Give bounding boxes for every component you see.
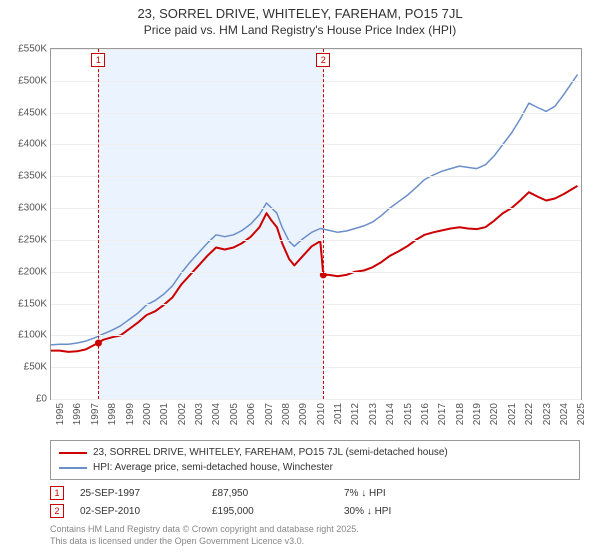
x-axis-label: 2017: [437, 403, 448, 425]
sale-row: 1 25-SEP-1997 £87,950 7% ↓ HPI: [50, 486, 580, 500]
sale-delta: 30% ↓ HPI: [344, 506, 580, 517]
y-axis-label: £550K: [18, 44, 47, 55]
sale-date: 02-SEP-2010: [80, 506, 200, 517]
y-axis-label: £300K: [18, 203, 47, 214]
x-axis-label: 2014: [385, 403, 396, 425]
sale-event-line: [323, 49, 324, 399]
x-axis-label: 2004: [211, 403, 222, 425]
x-axis-label: 2024: [559, 403, 570, 425]
y-axis-label: £350K: [18, 171, 47, 182]
x-axis-label: 2021: [507, 403, 518, 425]
x-axis-label: 2020: [489, 403, 500, 425]
x-axis-label: 2023: [542, 403, 553, 425]
sale-date: 25-SEP-1997: [80, 488, 200, 499]
x-axis-label: 1996: [72, 403, 83, 425]
gridline: [51, 81, 581, 82]
gridline: [51, 272, 581, 273]
plot-area: £0£50K£100K£150K£200K£250K£300K£350K£400…: [50, 48, 582, 400]
x-axis-label: 2011: [333, 403, 344, 425]
x-axis-label: 1995: [55, 403, 66, 425]
x-axis-label: 1999: [125, 403, 136, 425]
y-axis-label: £200K: [18, 266, 47, 277]
x-axis-label: 2013: [368, 403, 379, 425]
x-axis-label: 2001: [159, 403, 170, 425]
sale-price: £87,950: [212, 488, 332, 499]
y-axis-label: £250K: [18, 234, 47, 245]
gridline: [51, 399, 581, 400]
gridline: [51, 49, 581, 50]
x-axis-label: 2005: [229, 403, 240, 425]
chart-footer-block: 23, SORREL DRIVE, WHITELEY, FAREHAM, PO1…: [50, 440, 580, 547]
sale-marker-icon: 2: [316, 53, 330, 67]
x-axis-label: 2002: [177, 403, 188, 425]
gridline: [51, 335, 581, 336]
x-axis-label: 2000: [142, 403, 153, 425]
sale-event-line: [98, 49, 99, 399]
gridline: [51, 367, 581, 368]
x-axis-label: 2009: [298, 403, 309, 425]
x-axis-label: 2012: [350, 403, 361, 425]
legend-label: 23, SORREL DRIVE, WHITELEY, FAREHAM, PO1…: [93, 445, 448, 460]
y-axis-label: £0: [36, 394, 47, 405]
x-axis-label: 2006: [246, 403, 257, 425]
sale-marker-icon: 2: [50, 504, 64, 518]
y-axis-label: £150K: [18, 298, 47, 309]
x-axis-label: 2022: [524, 403, 535, 425]
chart: £0£50K£100K£150K£200K£250K£300K£350K£400…: [50, 48, 580, 398]
x-axis-label: 2015: [403, 403, 414, 425]
x-axis-label: 2010: [316, 403, 327, 425]
gridline: [51, 144, 581, 145]
legend-item: 23, SORREL DRIVE, WHITELEY, FAREHAM, PO1…: [59, 445, 571, 460]
x-axis-label: 2008: [281, 403, 292, 425]
gridline: [51, 240, 581, 241]
chart-lines: [51, 49, 581, 399]
y-axis-label: £100K: [18, 330, 47, 341]
legend-item: HPI: Average price, semi-detached house,…: [59, 460, 571, 475]
gridline: [51, 176, 581, 177]
sale-row: 2 02-SEP-2010 £195,000 30% ↓ HPI: [50, 504, 580, 518]
x-axis-label: 1997: [90, 403, 101, 425]
legend-swatch: [59, 467, 87, 469]
sale-marker-icon: 1: [91, 53, 105, 67]
x-axis-label: 2025: [576, 403, 587, 425]
y-axis-label: £50K: [24, 362, 47, 373]
y-axis-label: £400K: [18, 139, 47, 150]
gridline: [51, 304, 581, 305]
legend: 23, SORREL DRIVE, WHITELEY, FAREHAM, PO1…: [50, 440, 580, 480]
x-axis-label: 2016: [420, 403, 431, 425]
legend-swatch: [59, 452, 87, 454]
attribution: Contains HM Land Registry data © Crown c…: [50, 524, 580, 547]
x-axis-label: 2019: [472, 403, 483, 425]
attribution-line: This data is licensed under the Open Gov…: [50, 536, 580, 548]
sale-marker-icon: 1: [50, 486, 64, 500]
attribution-line: Contains HM Land Registry data © Crown c…: [50, 524, 580, 536]
x-axis-label: 2018: [455, 403, 466, 425]
legend-label: HPI: Average price, semi-detached house,…: [93, 460, 333, 475]
sale-price: £195,000: [212, 506, 332, 517]
sale-delta: 7% ↓ HPI: [344, 488, 580, 499]
x-axis-label: 1998: [107, 403, 118, 425]
y-axis-label: £450K: [18, 107, 47, 118]
x-axis-label: 2007: [264, 403, 275, 425]
y-axis-label: £500K: [18, 75, 47, 86]
gridline: [51, 208, 581, 209]
series-line: [51, 186, 578, 352]
chart-title: 23, SORREL DRIVE, WHITELEY, FAREHAM, PO1…: [0, 0, 600, 23]
gridline: [51, 113, 581, 114]
x-axis-label: 2003: [194, 403, 205, 425]
chart-subtitle: Price paid vs. HM Land Registry's House …: [0, 23, 600, 37]
